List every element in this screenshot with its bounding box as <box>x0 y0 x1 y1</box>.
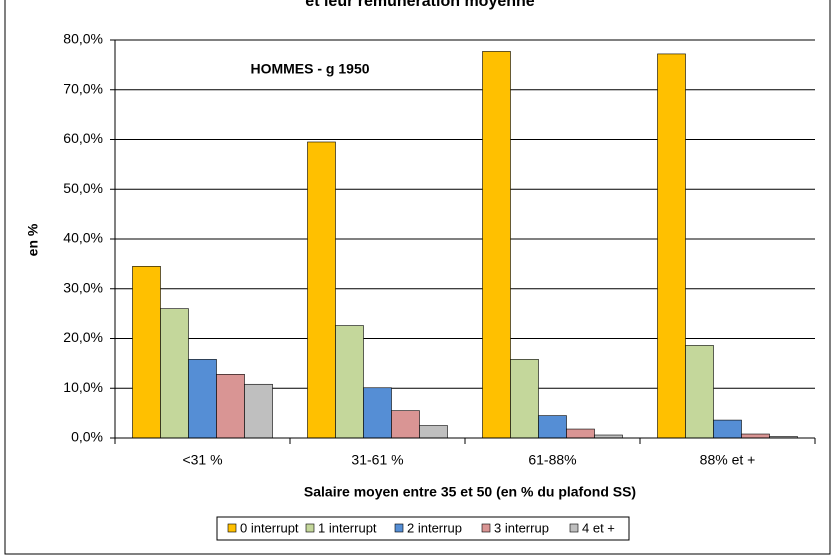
y-tick-label: 80,0% <box>63 31 103 47</box>
legend-swatch <box>394 523 404 533</box>
legend-label: 3 interrup <box>494 520 549 535</box>
y-tick-label: 50,0% <box>63 180 103 196</box>
legend-label: 0 interrupt <box>240 520 299 535</box>
y-tick-label: 10,0% <box>63 379 103 395</box>
legend-swatch <box>569 523 579 533</box>
legend-swatch <box>227 523 237 533</box>
bar <box>216 374 245 439</box>
bar <box>244 383 273 439</box>
bar <box>335 325 364 439</box>
bar <box>741 433 770 439</box>
y-axis-label: en % <box>25 223 41 256</box>
x-tick-label: 61-88% <box>528 452 576 468</box>
legend-label: 1 interrupt <box>318 520 377 535</box>
legend-label: 4 et + <box>582 520 615 535</box>
y-tick-label: 60,0% <box>63 130 103 146</box>
chart-title: et leur rémunération moyenne <box>305 0 534 10</box>
x-tick-label: <31 % <box>182 452 222 468</box>
bar <box>657 53 686 439</box>
x-axis-label: Salaire moyen entre 35 et 50 (en % du pl… <box>304 484 636 500</box>
legend-swatch <box>305 523 315 533</box>
bar <box>685 345 714 439</box>
bar <box>510 359 539 439</box>
bar <box>713 419 742 439</box>
legend-swatch <box>481 523 491 533</box>
bar <box>160 308 189 439</box>
chart-border <box>4 0 831 555</box>
y-tick-label: 40,0% <box>63 230 103 246</box>
y-tick-label: 30,0% <box>63 279 103 295</box>
bar <box>482 51 511 439</box>
bar <box>566 428 595 439</box>
x-tick-label: 31-61 % <box>351 452 403 468</box>
legend-label: 2 interrup <box>407 520 462 535</box>
bar <box>538 415 567 439</box>
y-tick-label: 20,0% <box>63 329 103 345</box>
y-tick-label: 0,0% <box>71 429 103 445</box>
bar <box>307 141 336 439</box>
bar <box>391 410 420 439</box>
legend-box <box>216 516 630 541</box>
annotation: HOMMES - g 1950 <box>250 61 369 77</box>
bar <box>419 425 448 439</box>
bar <box>363 387 392 439</box>
y-tick-label: 70,0% <box>63 80 103 96</box>
x-tick-label: 88% et + <box>700 452 756 468</box>
bar <box>188 359 217 439</box>
bar <box>132 266 161 439</box>
